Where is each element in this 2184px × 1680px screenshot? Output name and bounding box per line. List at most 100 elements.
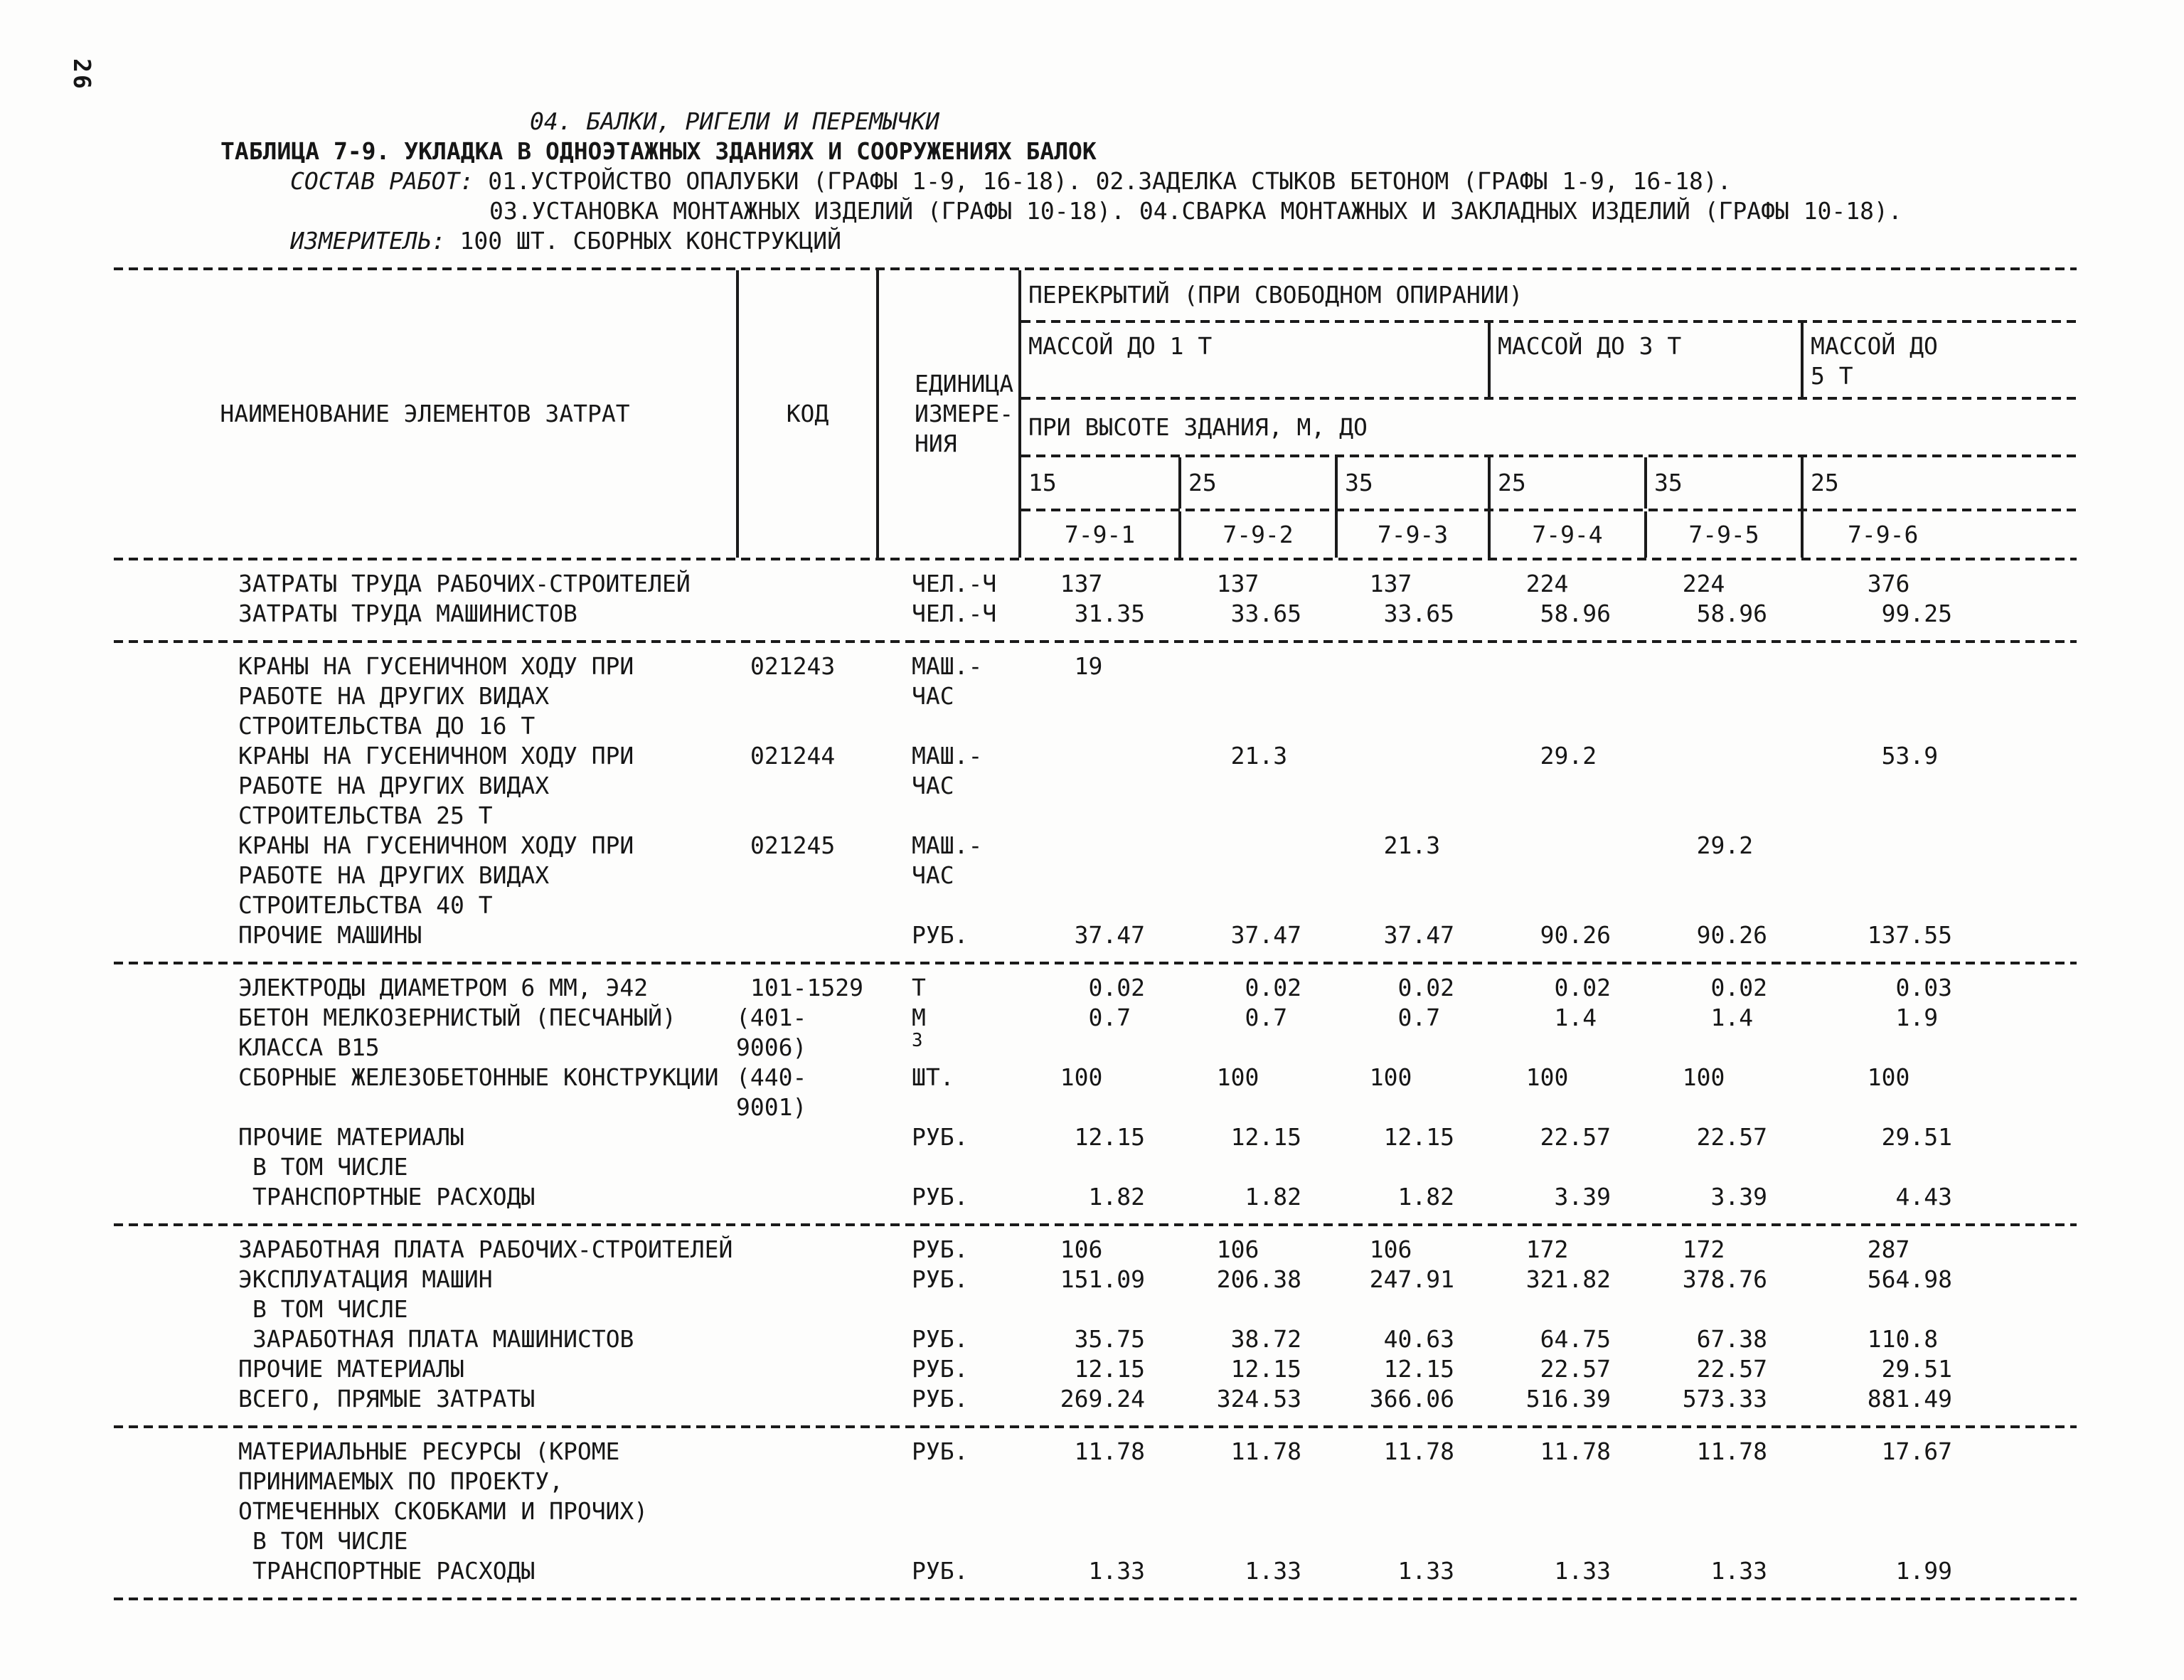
value-cell-7-9-4: 22.57 — [1540, 1123, 1611, 1151]
value-cell-7-9-3: 247.91 — [1369, 1265, 1454, 1293]
table-row: БЕТОН МЕЛКОЗЕРНИСТЫЙ (ПЕСЧАНЫЙ) КЛАССА В1… — [114, 1003, 2077, 1063]
column-header-unit: ЕДИНИЦА ИЗМЕРЕ- НИЯ — [876, 270, 1018, 558]
unit-cell: МАШ.-ЧАС — [912, 652, 983, 710]
code-cell — [736, 569, 876, 599]
value-cell-7-9-1 — [1018, 741, 1178, 831]
value-cell-7-9-4: 64.75 — [1540, 1325, 1611, 1353]
value-cell-7-9-6: 287 — [1867, 1235, 1952, 1263]
height-cell: 25 — [1801, 457, 2077, 509]
value-cell-7-9-6: 564.98 — [1867, 1265, 1952, 1293]
value-cell-7-9-3: 1.82 — [1397, 1183, 1454, 1211]
name-line: РАБОТЕ НА ДРУГИХ ВИДАХ — [238, 772, 550, 799]
cost-name-cell: ЗАРАБОТНАЯ ПЛАТА МАШИНИСТОВ — [114, 1324, 736, 1354]
mass-group-header-3: МАССОЙ ДО 5 Т — [1801, 323, 2077, 397]
name-line: СТРОИТЕЛЬСТВА 25 Т — [238, 802, 493, 829]
code-cell — [736, 1182, 876, 1212]
value-cell-7-9-5: 58.96 — [1696, 600, 1767, 627]
work-scope-line-1: СОСТАВ РАБОТ: 01.УСТРОЙСТВО ОПАЛУБКИ (ГРА… — [114, 166, 2077, 196]
value-cell-7-9-4: 29.2 — [1540, 742, 1611, 770]
value-cell-7-9-6 — [1801, 652, 2077, 741]
unit-header-line: ИЗМЕРЕ- — [915, 400, 1014, 427]
name-line: ТРАНСПОРТНЫЕ РАСХОДЫ — [252, 1183, 536, 1211]
page-content: 04. БАЛКИ, РИГЕЛИ И ПЕРЕМЫЧКИ ТАБЛИЦА 7-… — [114, 107, 2077, 1600]
header-divider — [1021, 454, 2077, 457]
value-cell-7-9-5: 573.33 — [1682, 1385, 1767, 1413]
column-code-cell: 7-9-2 — [1178, 511, 1335, 558]
unit-cell — [876, 1152, 1018, 1182]
value-cell-7-9-3: 33.65 — [1383, 600, 1454, 627]
value-cell-7-9-1 — [1018, 1294, 1178, 1324]
section-divider — [114, 1223, 2077, 1226]
value-cell-7-9-5 — [1644, 741, 1801, 831]
cost-name-cell: В ТОМ ЧИСЛЕ — [114, 1526, 736, 1556]
values-header-region: ПЕРЕКРЫТИЙ (ПРИ СВОБОДНОМ ОПИРАНИИ) МАСС… — [1018, 270, 2077, 558]
code-cell: (401-9006) — [736, 1004, 807, 1061]
table-row: КРАНЫ НА ГУСЕНИЧНОМ ХОДУ ПРИ РАБОТЕ НА ДР… — [114, 831, 2077, 920]
work-scope-line-2: 03.УСТАНОВКА МОНТАЖНЫХ ИЗДЕЛИЙ (ГРАФЫ 10… — [489, 197, 1902, 225]
section-divider — [114, 1425, 2077, 1428]
value-cell-7-9-4 — [1488, 1294, 1644, 1324]
value-cell-7-9-6: 376 — [1867, 570, 1952, 597]
value-cell-7-9-1: 19 — [1074, 652, 1145, 680]
value-cell-7-9-2 — [1178, 1152, 1335, 1182]
mass-group-3-line-1: МАССОЙ ДО — [1811, 332, 1938, 360]
table-row: ВСЕГО, ПРЯМЫЕ ЗАТРАТЫ РУБ. 269.24 324.53 366… — [114, 1384, 2077, 1414]
cost-name-cell: В ТОМ ЧИСЛЕ — [114, 1152, 736, 1182]
value-cell-7-9-1: 1.82 — [1088, 1183, 1145, 1211]
table-row: КРАНЫ НА ГУСЕНИЧНОМ ХОДУ ПРИ РАБОТЕ НА ДР… — [114, 741, 2077, 831]
cost-name-cell: КРАНЫ НА ГУСЕНИЧНОМ ХОДУ ПРИ РАБОТЕ НА ДР… — [114, 831, 736, 920]
name-line: В ТОМ ЧИСЛЕ — [252, 1527, 408, 1555]
value-cell-7-9-5 — [1644, 652, 1801, 741]
name-line: ПРИНИМАЕМЫХ ПО ПРОЕКТУ, — [238, 1467, 563, 1495]
value-cell-7-9-5: 1.33 — [1710, 1557, 1767, 1585]
cost-name-cell: ПРОЧИЕ МАТЕРИАЛЫ — [114, 1354, 736, 1384]
name-line: КРАНЫ НА ГУСЕНИЧНОМ ХОДУ ПРИ — [238, 742, 634, 770]
page-number: 26 — [68, 58, 96, 91]
value-cell-7-9-4: 516.39 — [1525, 1385, 1611, 1413]
chapter-heading: 04. БАЛКИ, РИГЕЛИ И ПЕРЕМЫЧКИ — [530, 107, 940, 135]
height-cell: 15 — [1028, 469, 1057, 496]
unit-cell: РУБ. — [912, 1235, 969, 1263]
value-cell-7-9-1: 100 — [1060, 1063, 1145, 1091]
value-cell-7-9-2 — [1178, 1294, 1335, 1324]
value-cell-7-9-2: 21.3 — [1230, 742, 1301, 770]
value-cell-7-9-3: 1.33 — [1397, 1557, 1454, 1585]
span-header: ПЕРЕКРЫТИЙ (ПРИ СВОБОДНОМ ОПИРАНИИ) — [1028, 281, 1523, 309]
name-line: РАБОТЕ НА ДРУГИХ ВИДАХ — [238, 861, 550, 889]
value-cell-7-9-2 — [1178, 652, 1335, 741]
value-cell-7-9-4: 11.78 — [1540, 1437, 1611, 1465]
value-cell-7-9-4 — [1488, 1526, 1644, 1556]
value-cell-7-9-2: 33.65 — [1230, 600, 1301, 627]
table-row: ЭКСПЛУАТАЦИЯ МАШИН РУБ. 151.09 206.38 247.91… — [114, 1265, 2077, 1294]
name-line: ПРОЧИЕ МАТЕРИАЛЫ — [238, 1355, 464, 1383]
value-cell-7-9-1: 11.78 — [1074, 1437, 1145, 1465]
value-cell-7-9-1: 106 — [1060, 1235, 1145, 1263]
value-cell-7-9-3: 0.7 — [1397, 1004, 1454, 1031]
work-scope-text-1: 01.УСТРОЙСТВО ОПАЛУБКИ (ГРАФЫ 1-9, 16-18… — [488, 167, 1732, 195]
cost-name-cell: ЗАТРАТЫ ТРУДА РАБОЧИХ-СТРОИТЕЛЕЙ — [114, 569, 736, 599]
name-line: ВСЕГО, ПРЯМЫЕ ЗАТРАТЫ — [238, 1385, 536, 1413]
column-codes-row: 7-9-1 7-9-2 7-9-3 7-9-4 7-9-5 7-9-6 — [1021, 511, 2077, 558]
value-cell-7-9-3: 366.06 — [1369, 1385, 1454, 1413]
value-cell-7-9-1: 269.24 — [1060, 1385, 1145, 1413]
value-cell-7-9-3: 37.47 — [1383, 921, 1454, 949]
mass-group-header-1: МАССОЙ ДО 1 Т — [1028, 332, 1213, 360]
unit-cell: РУБ. — [912, 1123, 969, 1151]
value-cell-7-9-3: 106 — [1369, 1235, 1454, 1263]
table-row: В ТОМ ЧИСЛЕ — [114, 1294, 2077, 1324]
unit-cell: РУБ. — [912, 921, 969, 949]
value-cell-7-9-3: 21.3 — [1383, 831, 1454, 859]
table-section-4: ЗАРАБОТНАЯ ПЛАТА РАБОЧИХ-СТРОИТЕЛЕЙ РУБ. 1… — [114, 1226, 2077, 1425]
value-cell-7-9-4: 1.4 — [1554, 1004, 1611, 1031]
table-row: ПРОЧИЕ МАШИНЫ РУБ. 37.47 37.47 37.47 90.26 90.… — [114, 920, 2077, 950]
height-header: ПРИ ВЫСОТЕ ЗДАНИЯ, М, ДО — [1028, 413, 1368, 441]
table-row: ПРОЧИЕ МАТЕРИАЛЫ РУБ. 12.15 12.15 12.15 22.57… — [114, 1122, 2077, 1152]
cost-name-cell: КРАНЫ НА ГУСЕНИЧНОМ ХОДУ ПРИ РАБОТЕ НА ДР… — [114, 741, 736, 831]
header-bottom-divider — [114, 558, 2077, 560]
column-code-cell: 7-9-1 — [1064, 521, 1136, 548]
value-cell-7-9-4: 100 — [1525, 1063, 1611, 1091]
name-line: ЗАТРАТЫ ТРУДА РАБОЧИХ-СТРОИТЕЛЕЙ — [238, 570, 691, 597]
value-cell-7-9-6 — [1801, 1526, 2077, 1556]
value-cell-7-9-6 — [1801, 831, 2077, 920]
